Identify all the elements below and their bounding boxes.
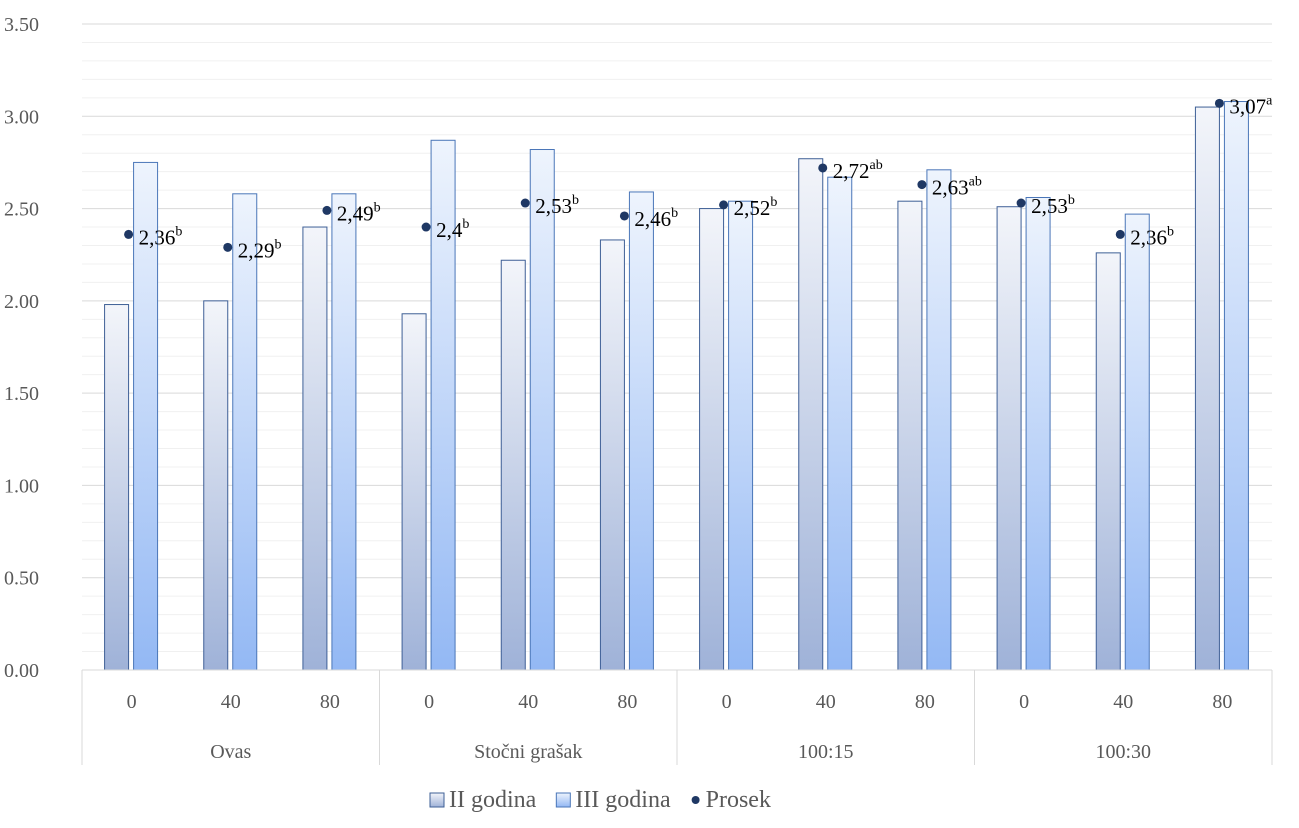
bar-ii-godina <box>1095 252 1121 671</box>
prosek-data-label: 2,53b <box>535 193 579 218</box>
legend-item: III godina <box>555 787 671 813</box>
y-axis-ticks: 0.00 0.50 1.00 1.50 2.00 2.50 3.00 3.50 <box>4 14 39 682</box>
x-category-label: 80 <box>617 691 637 713</box>
bar-iii-godina <box>331 193 357 671</box>
prosek-point <box>917 180 927 190</box>
bar-iii-godina <box>1223 101 1249 671</box>
x-category-label: 0 <box>1019 691 1029 713</box>
prosek-point <box>520 198 530 208</box>
bars <box>104 101 1249 671</box>
y-tick-label: 0.50 <box>4 568 39 590</box>
prosek-data-label: 2,36b <box>139 224 183 249</box>
bar-iii-godina <box>133 161 159 671</box>
x-category-label: 0 <box>127 691 137 713</box>
legend-label: Prosek <box>706 787 771 813</box>
x-category-label: 0 <box>424 691 434 713</box>
prosek-point <box>124 229 134 239</box>
legend-swatch <box>555 792 571 808</box>
x-category-label: 40 <box>518 691 538 713</box>
legend-label: III godina <box>575 787 671 813</box>
bar-iii-godina <box>728 200 754 671</box>
bar-ii-godina <box>996 206 1022 671</box>
prosek-point <box>322 205 332 215</box>
bar-iii-godina <box>827 176 853 671</box>
y-tick-label: 2.50 <box>4 199 39 221</box>
bar-ii-godina <box>104 304 130 671</box>
legend-label: II godina <box>449 787 537 813</box>
bar-iii-godina <box>1124 213 1150 671</box>
bar-iii-godina <box>628 191 654 671</box>
x-category-label: 40 <box>1113 691 1133 713</box>
prosek-data-label: 2,49b <box>337 200 381 225</box>
prosek-point <box>719 200 729 210</box>
prosek-data-label: 2,36b <box>1130 224 1174 249</box>
prosek-point <box>1214 98 1224 108</box>
bar-ii-godina <box>302 226 328 671</box>
x-group-label: Ovas <box>210 741 251 763</box>
prosek-point <box>223 242 233 252</box>
prosek-data-label: 2,29b <box>238 237 282 262</box>
y-tick-label: 2.00 <box>4 291 39 313</box>
x-category-label: 0 <box>722 691 732 713</box>
x-group-label: Stočni grašak <box>474 741 582 763</box>
bar-ii-godina <box>699 208 725 671</box>
bar-ii-godina <box>500 259 526 671</box>
x-axis: 0 40 80 0 40 80 0 40 80 0 40 80 Ovas Stočni grašak 100… <box>81 669 1273 765</box>
prosek-points: 2,36b 2,29b 2,49b 2,4b 2,53b 2,46b 2,52b 2,72ab… <box>124 93 1273 262</box>
bar-ii-godina <box>897 200 923 671</box>
prosek-point <box>1016 198 1026 208</box>
bar-ii-godina <box>798 158 824 671</box>
prosek-point <box>818 163 828 173</box>
y-tick-label: 3.00 <box>4 106 39 128</box>
x-category-label: 80 <box>915 691 935 713</box>
x-group-label: 100:30 <box>1095 741 1151 763</box>
legend-marker <box>691 796 700 804</box>
y-tick-label: 1.00 <box>4 475 39 497</box>
bar-iii-godina <box>1025 196 1051 671</box>
bar-ii-godina <box>1194 106 1220 671</box>
x-category-label: 40 <box>221 691 241 713</box>
x-category-label: 40 <box>816 691 836 713</box>
prosek-point <box>619 211 629 221</box>
bar-ii-godina <box>401 313 427 671</box>
bar-iii-godina <box>926 169 952 671</box>
legend-item: II godina <box>429 787 537 813</box>
legend-item: Prosek <box>691 787 771 813</box>
x-group-label: 100:15 <box>798 741 854 763</box>
bar-ii-godina <box>599 239 625 671</box>
prosek-data-label: 2,63ab <box>932 175 982 200</box>
legend: II godina III godina Prosek <box>429 787 771 813</box>
y-tick-label: 1.50 <box>4 383 39 405</box>
legend-swatch <box>429 792 445 808</box>
y-tick-label: 0.00 <box>4 660 39 682</box>
x-category-label: 80 <box>320 691 340 713</box>
prosek-data-label: 2,72ab <box>833 158 883 183</box>
prosek-point <box>1115 229 1125 239</box>
y-tick-label: 3.50 <box>4 14 39 36</box>
prosek-data-label: 2,52b <box>734 195 778 220</box>
bar-iii-godina <box>232 193 258 671</box>
bar-iii-godina <box>529 149 555 671</box>
prosek-data-label: 2,4b <box>436 217 469 242</box>
prosek-data-label: 2,46b <box>634 206 678 231</box>
gridlines <box>82 23 1272 671</box>
prosek-data-label: 3,07a <box>1229 93 1273 118</box>
x-category-label: 80 <box>1212 691 1232 713</box>
prosek-point <box>421 222 431 232</box>
prosek-data-label: 2,53b <box>1031 193 1075 218</box>
bar-ii-godina <box>203 300 229 671</box>
